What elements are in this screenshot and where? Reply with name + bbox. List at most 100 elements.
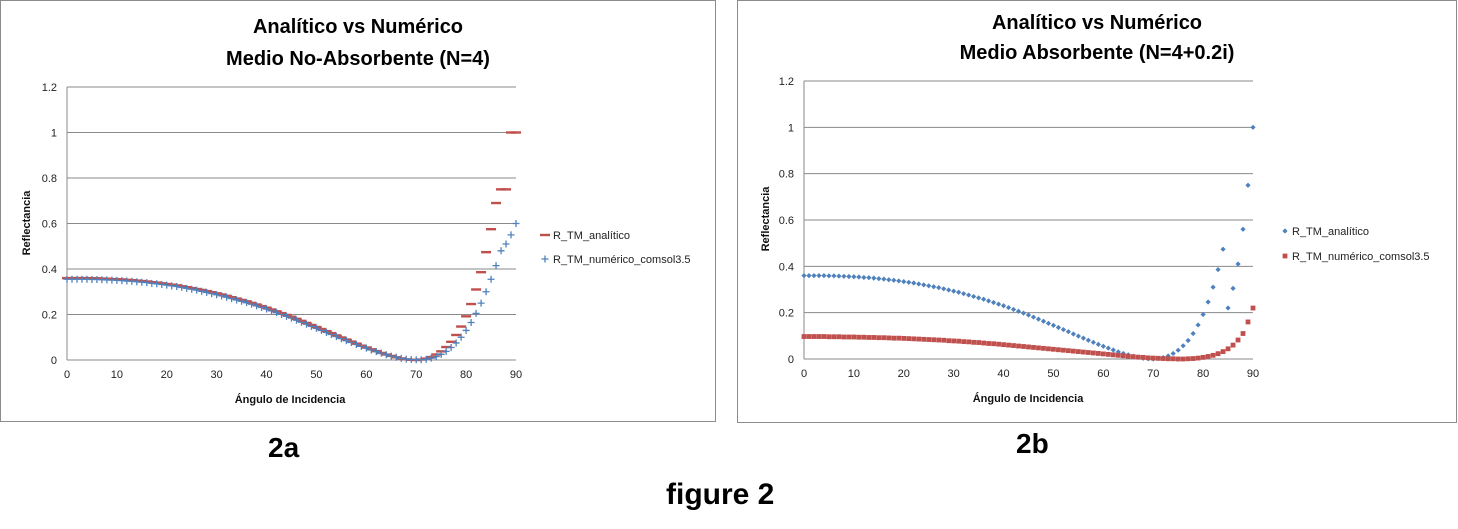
data-point [916, 281, 922, 287]
data-point [1011, 343, 1016, 348]
chart-2b: Analítico vs Numérico Medio Absorbente (… [760, 12, 1430, 405]
data-point [292, 316, 300, 324]
x-tick-label: 90 [1247, 368, 1259, 380]
data-point [1070, 331, 1076, 337]
data-point [1115, 352, 1121, 358]
data-point [961, 339, 967, 345]
data-point [826, 273, 832, 279]
figure-caption: figure 2 [666, 478, 775, 511]
data-point [278, 311, 286, 318]
chart-title: Analítico vs Numérico [992, 12, 1202, 34]
data-point [1036, 345, 1041, 351]
data-point [956, 289, 962, 295]
x-axis-label: Ángulo de Incidencia [973, 392, 1085, 405]
data-point [158, 280, 166, 288]
data-point [1235, 261, 1241, 267]
data-point [1130, 354, 1136, 360]
data-point [397, 354, 405, 362]
data-point [1080, 335, 1086, 341]
series-numerico [801, 305, 1256, 362]
data-point [452, 339, 460, 347]
data-point [846, 334, 852, 340]
data-point [951, 338, 957, 344]
data-point [881, 335, 887, 341]
data-point [985, 298, 992, 304]
data-point [307, 322, 315, 330]
x-tick-label: 50 [1047, 368, 1059, 380]
data-point [507, 231, 515, 239]
data-point [1240, 226, 1246, 232]
data-point [283, 312, 291, 320]
data-point [901, 335, 907, 341]
data-point [1250, 124, 1256, 130]
x-tick-label: 0 [64, 369, 70, 381]
data-point [961, 291, 967, 297]
data-point [911, 336, 917, 342]
data-point [826, 334, 832, 340]
data-point [881, 276, 887, 282]
data-point [1155, 355, 1161, 361]
x-tick-label: 30 [948, 368, 960, 380]
data-point [1195, 322, 1201, 328]
data-point [971, 339, 977, 345]
data-point [1005, 304, 1012, 311]
data-point [1195, 355, 1201, 361]
data-point [831, 273, 837, 279]
data-point [1095, 351, 1101, 356]
data-point [497, 247, 505, 255]
data-point [476, 270, 487, 274]
data-point [801, 334, 807, 339]
data-point [1045, 320, 1052, 326]
data-point [491, 201, 502, 205]
data-point [203, 288, 211, 296]
data-point [1180, 343, 1186, 349]
data-point [1220, 246, 1226, 252]
y-tick-label: 0 [51, 355, 57, 367]
data-point [1006, 342, 1011, 348]
data-point [926, 283, 932, 289]
data-point [1190, 356, 1196, 361]
data-point [1210, 284, 1216, 290]
data-point [851, 274, 857, 280]
y-tick-label: 0.8 [42, 173, 57, 185]
data-point [263, 305, 271, 313]
data-point [861, 274, 867, 281]
data-point [866, 335, 872, 340]
data-point [856, 334, 862, 340]
data-point [228, 295, 236, 303]
data-point [1085, 337, 1091, 343]
chart-panel-2a: Analítico vs Numérico Medio No-Absorbent… [0, 0, 716, 422]
data-point [801, 273, 807, 279]
data-point [1020, 310, 1027, 316]
data-point [482, 288, 490, 296]
data-point [936, 285, 942, 291]
data-point [441, 345, 452, 349]
data-point [1140, 354, 1146, 360]
data-point [1110, 347, 1116, 353]
data-point [1185, 337, 1191, 344]
data-point [995, 301, 1002, 307]
data-point [921, 282, 927, 288]
data-point [208, 290, 216, 298]
data-point [446, 340, 457, 343]
legend-swatch [1282, 253, 1288, 259]
data-point [347, 338, 355, 346]
data-point [876, 276, 882, 282]
data-point [811, 273, 817, 279]
data-point [327, 331, 335, 339]
data-point [352, 341, 360, 349]
data-point [1041, 345, 1046, 351]
data-point [1200, 354, 1206, 360]
data-point [238, 297, 246, 305]
data-point [1120, 353, 1126, 359]
data-point [481, 250, 492, 254]
data-point [1180, 356, 1186, 362]
data-point [462, 326, 470, 334]
x-tick-label: 0 [801, 368, 807, 380]
data-point [163, 281, 171, 289]
y-axis-label: Reflectancia [21, 190, 33, 256]
data-point [466, 302, 477, 306]
y-tick-label: 1 [51, 128, 57, 140]
data-point [477, 299, 485, 307]
data-point [1100, 351, 1106, 357]
